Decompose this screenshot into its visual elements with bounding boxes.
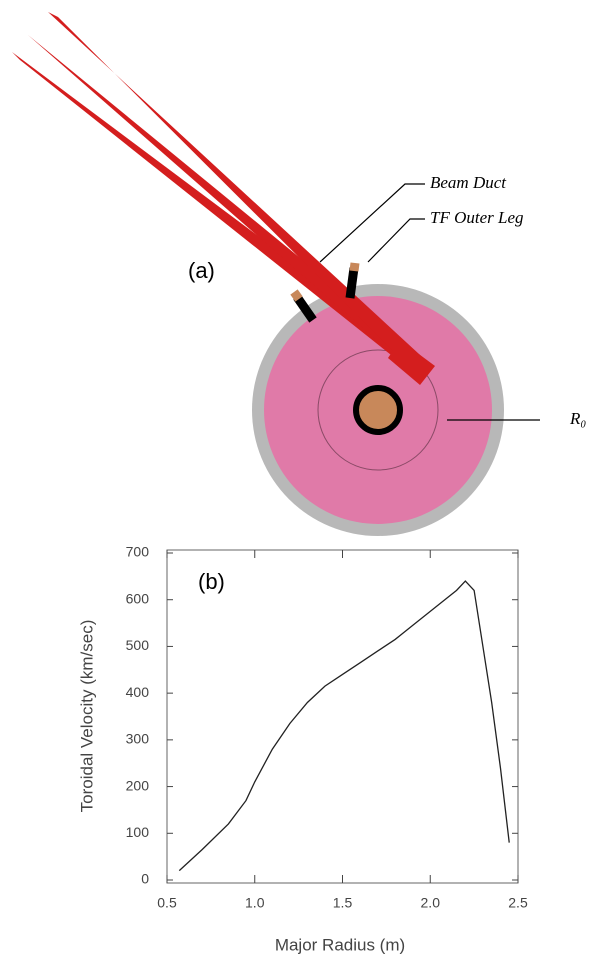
diagram: Beam Duct TF Outer Leg R₀ (a) — [12, 12, 586, 536]
center-stack — [353, 385, 403, 435]
label: TF Outer Leg — [430, 208, 524, 227]
x-tick-label: 0.5 — [157, 895, 177, 911]
tf-leg — [345, 267, 359, 299]
label: Beam Duct — [430, 173, 507, 192]
chart: 0.5 1.0 1.5 2.0 2.5 0 100 200 300 400 500 600 700 Maj… — [77, 544, 527, 955]
y-tick-label: 100 — [126, 824, 150, 840]
y-tick-label: 500 — [126, 637, 150, 653]
y-tick-label: 300 — [126, 731, 150, 747]
leader-line — [367, 218, 425, 263]
y-tick-label: 200 — [126, 777, 150, 793]
x-tick-label: 2.5 — [508, 895, 528, 911]
annotation: (b) — [198, 569, 225, 594]
beam — [48, 12, 432, 378]
y-tick-label: 700 — [126, 544, 150, 560]
x-tick-label: 1.5 — [333, 895, 353, 911]
tf-leg-cap — [349, 262, 360, 272]
y-tick-label: 400 — [126, 684, 150, 700]
r0-circle — [317, 349, 439, 471]
x-axis-label: Major Radius (m) — [275, 935, 405, 954]
beam-end — [388, 340, 435, 385]
label: R₀ — [569, 409, 586, 428]
y-tick-label: 0 — [141, 871, 149, 887]
panel-label: (a) — [188, 258, 215, 283]
tf-leg — [293, 294, 317, 323]
y-axis-label: Toroidal Velocity (km/sec) — [77, 620, 96, 813]
x-tick-label: 1.0 — [245, 895, 265, 911]
y-tick-label: 600 — [126, 590, 150, 606]
x-tick-label: 2.0 — [421, 895, 441, 911]
leader-line — [319, 183, 425, 263]
data-line — [178, 580, 510, 872]
tf-leg-cap — [290, 289, 303, 302]
beam — [28, 35, 432, 378]
